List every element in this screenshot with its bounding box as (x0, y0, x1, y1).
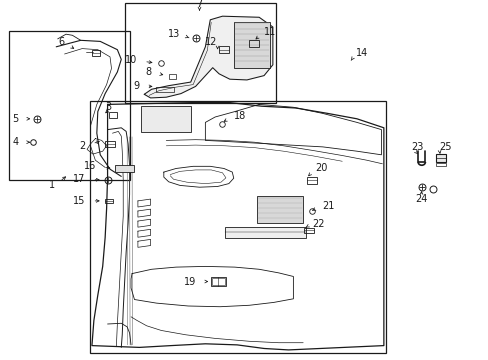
Text: 6: 6 (58, 37, 64, 48)
Text: 18: 18 (233, 111, 245, 121)
Text: 11: 11 (264, 27, 276, 37)
Polygon shape (144, 16, 272, 98)
Text: 3: 3 (105, 102, 111, 112)
Text: 19: 19 (184, 276, 196, 287)
Polygon shape (233, 22, 269, 68)
Text: 17: 17 (73, 174, 85, 184)
Text: 15: 15 (73, 196, 85, 206)
Text: 4: 4 (12, 137, 19, 147)
Text: 16: 16 (83, 161, 96, 171)
Text: 12: 12 (205, 37, 217, 48)
Text: 14: 14 (355, 48, 367, 58)
Polygon shape (141, 106, 190, 132)
Text: 13: 13 (167, 29, 180, 39)
Polygon shape (224, 227, 305, 238)
Text: 22: 22 (311, 219, 324, 229)
Text: 7: 7 (196, 0, 202, 9)
Polygon shape (115, 165, 134, 172)
Polygon shape (435, 154, 445, 162)
Text: 1: 1 (48, 180, 55, 190)
Text: 2: 2 (79, 141, 85, 151)
Text: 24: 24 (414, 194, 427, 204)
Text: 23: 23 (410, 142, 422, 152)
Text: 10: 10 (124, 55, 137, 66)
Text: 21: 21 (321, 201, 333, 211)
Polygon shape (256, 196, 303, 223)
Text: 25: 25 (438, 142, 451, 152)
Text: 20: 20 (315, 163, 327, 174)
Text: 9: 9 (133, 81, 139, 91)
Text: 8: 8 (145, 67, 151, 77)
Text: 5: 5 (12, 114, 19, 124)
